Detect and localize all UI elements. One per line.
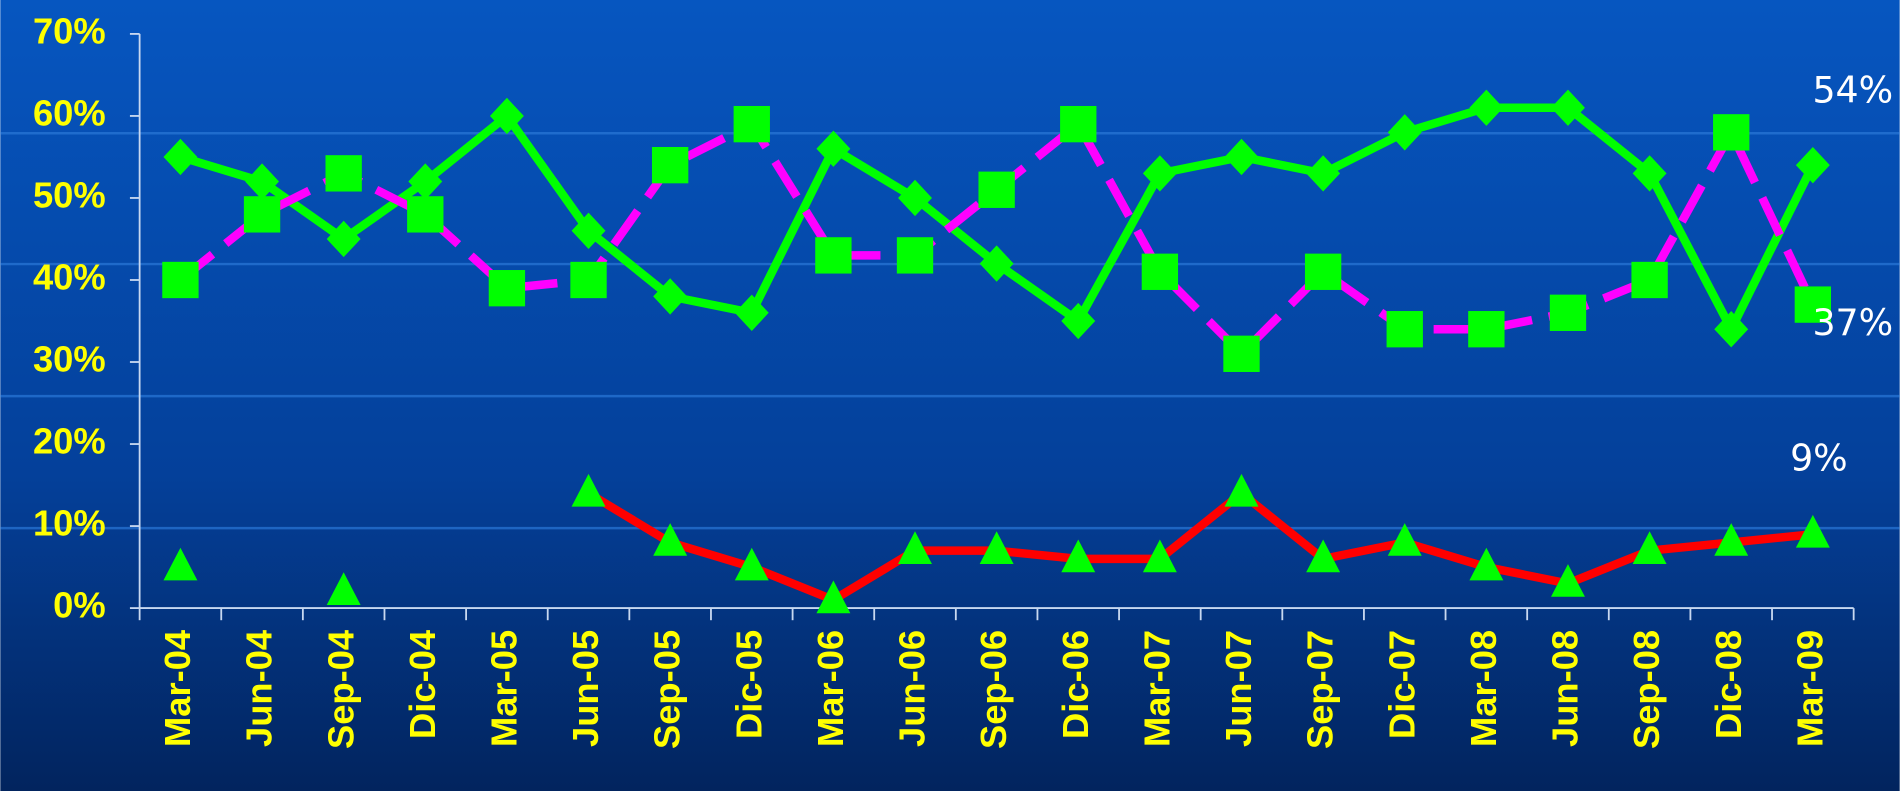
x-tick-label: Mar-07 bbox=[1136, 630, 1177, 747]
marker bbox=[243, 196, 281, 233]
series bbox=[163, 473, 1830, 614]
marker bbox=[488, 270, 526, 307]
x-tick-label: Jun-04 bbox=[239, 629, 280, 747]
marker bbox=[816, 580, 851, 614]
x-tick-label: Jun-08 bbox=[1545, 630, 1586, 747]
marker bbox=[816, 130, 851, 167]
x-tick-label: Mar-06 bbox=[810, 630, 851, 747]
series bbox=[162, 105, 1832, 372]
y-tick-label: 10% bbox=[33, 503, 106, 544]
background-lines bbox=[0, 132, 1900, 530]
marker bbox=[1549, 294, 1587, 331]
marker bbox=[1223, 335, 1260, 372]
value-label: 9% bbox=[1790, 436, 1848, 479]
marker bbox=[1714, 523, 1749, 556]
marker bbox=[1142, 539, 1177, 573]
marker bbox=[163, 547, 198, 581]
x-tick-label: Dic-04 bbox=[402, 629, 443, 739]
x-tick-label: Jun-07 bbox=[1218, 630, 1259, 747]
marker bbox=[1306, 155, 1341, 192]
marker bbox=[1306, 539, 1341, 573]
marker bbox=[1060, 105, 1097, 143]
marker bbox=[1469, 89, 1504, 126]
marker bbox=[1469, 547, 1504, 581]
marker bbox=[163, 138, 198, 176]
x-tick-label: Mar-05 bbox=[484, 630, 525, 747]
marker bbox=[979, 245, 1014, 282]
marker bbox=[1387, 114, 1422, 151]
marker bbox=[1387, 523, 1422, 556]
x-tick-label: Mar-09 bbox=[1789, 630, 1830, 747]
y-tick-label: 30% bbox=[33, 339, 106, 380]
marker bbox=[815, 237, 852, 274]
y-tick-label: 60% bbox=[33, 93, 106, 134]
value-label: 54% bbox=[1812, 68, 1893, 111]
marker bbox=[571, 473, 606, 507]
marker bbox=[653, 278, 688, 315]
x-tick-label: Mar-04 bbox=[157, 629, 198, 747]
x-tick-label: Jun-05 bbox=[565, 630, 606, 747]
y-tick-label: 70% bbox=[33, 11, 106, 52]
marker bbox=[1061, 302, 1096, 340]
y-tick-label: 50% bbox=[33, 175, 106, 216]
marker bbox=[1795, 146, 1830, 184]
marker bbox=[1142, 155, 1177, 192]
marker bbox=[162, 261, 199, 299]
x-tick-label: Jun-06 bbox=[892, 630, 933, 747]
line bbox=[586, 489, 1814, 605]
x-tick-label: Sep-08 bbox=[1626, 630, 1667, 749]
series bbox=[163, 89, 1830, 348]
marker bbox=[898, 531, 932, 564]
x-tick-label: Mar-08 bbox=[1463, 630, 1504, 747]
marker bbox=[489, 97, 524, 135]
marker bbox=[570, 261, 607, 299]
y-tick-label: 20% bbox=[33, 421, 106, 462]
marker bbox=[733, 105, 770, 143]
x-tick-label: Sep-06 bbox=[973, 630, 1014, 749]
x-tick-label: Dic-05 bbox=[728, 630, 769, 739]
marker bbox=[1468, 311, 1505, 348]
marker bbox=[1631, 261, 1668, 299]
marker bbox=[407, 196, 444, 233]
marker bbox=[1632, 155, 1667, 192]
x-tick-label: Dic-07 bbox=[1381, 630, 1422, 739]
marker bbox=[1551, 564, 1585, 597]
marker bbox=[1632, 531, 1667, 564]
y-tick-label: 40% bbox=[33, 257, 106, 298]
x-tick-label: Sep-05 bbox=[647, 630, 688, 749]
marker bbox=[1224, 473, 1259, 507]
marker bbox=[1386, 311, 1423, 348]
marker bbox=[979, 531, 1014, 564]
marker bbox=[1304, 253, 1342, 290]
marker bbox=[896, 237, 934, 274]
x-tick-label: Sep-04 bbox=[320, 629, 361, 749]
marker bbox=[326, 572, 361, 606]
marker bbox=[898, 179, 932, 217]
marker bbox=[245, 163, 280, 200]
x-tick-label: Dic-08 bbox=[1708, 630, 1749, 739]
value-label: 37% bbox=[1812, 301, 1893, 344]
marker bbox=[1551, 89, 1585, 126]
marker bbox=[1713, 114, 1750, 151]
marker bbox=[1061, 539, 1096, 573]
marker bbox=[978, 171, 1015, 208]
marker bbox=[653, 523, 688, 556]
marker bbox=[1141, 253, 1179, 290]
marker bbox=[1714, 311, 1749, 348]
marker bbox=[1224, 138, 1259, 176]
marker bbox=[408, 163, 443, 200]
y-tick-label: 0% bbox=[53, 585, 106, 626]
x-tick-label: Dic-06 bbox=[1055, 630, 1096, 739]
x-tick-label: Sep-07 bbox=[1300, 630, 1341, 749]
marker bbox=[651, 146, 689, 184]
marker bbox=[1795, 514, 1830, 548]
marker bbox=[734, 547, 769, 581]
marker bbox=[325, 155, 362, 192]
marker bbox=[1794, 286, 1832, 323]
marker bbox=[734, 294, 769, 331]
